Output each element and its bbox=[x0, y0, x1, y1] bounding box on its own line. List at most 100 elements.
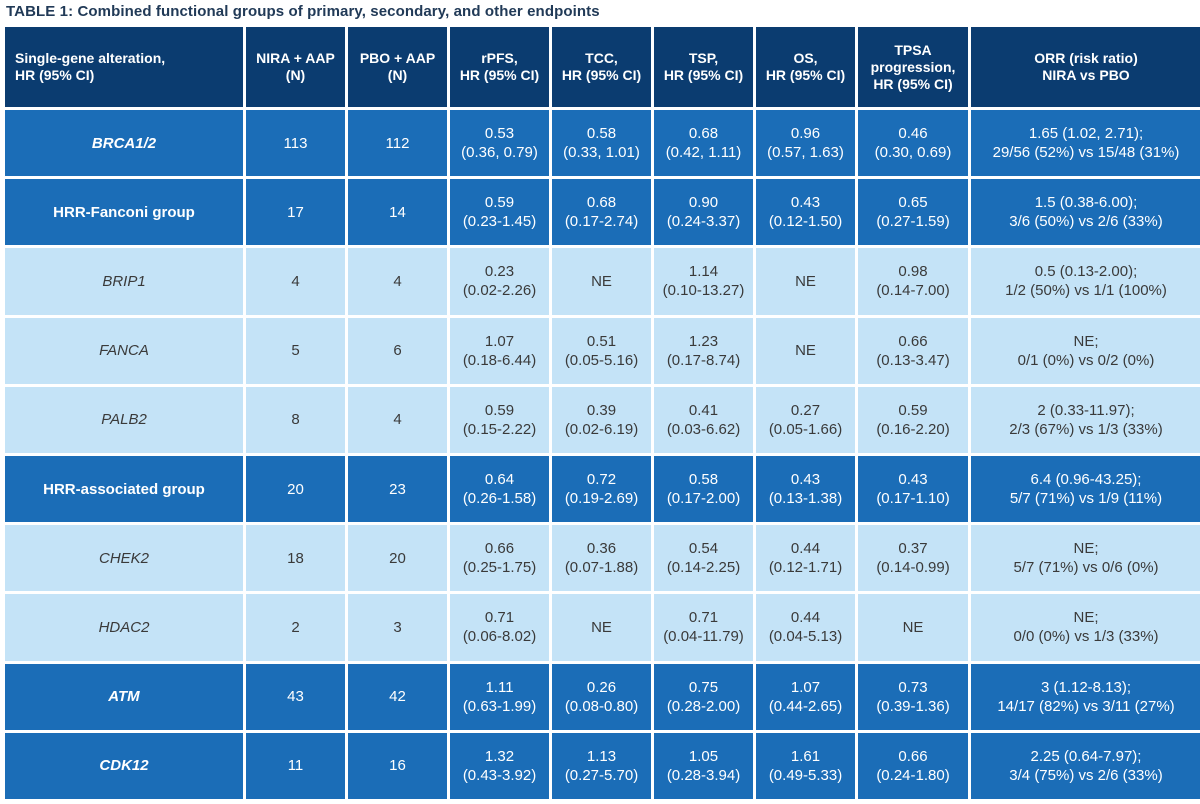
gene-row: BRIP1 4 4 0.23 (0.02-2.26) NE 1.14 (0.10-13.27)… bbox=[5, 248, 1200, 315]
row-label: HDAC2 bbox=[5, 594, 243, 661]
cell-line: (0.44-2.65) bbox=[768, 697, 843, 715]
header-cell: PBO + AAP (N) bbox=[348, 27, 447, 107]
cell-line: 3/6 (50%) vs 2/6 (33%) bbox=[1009, 213, 1163, 231]
cell-line: 0.27 bbox=[790, 401, 821, 419]
data-cell: 0.43 (0.12-1.50) bbox=[756, 179, 855, 246]
cell-line: NIRA + AAP bbox=[256, 50, 335, 66]
cell-line: 0.37 bbox=[898, 540, 928, 558]
cell-line: (0.05-5.16) bbox=[564, 351, 639, 369]
data-cell: 0.73 (0.39-1.36) bbox=[858, 663, 968, 730]
cell-line: 0.54 bbox=[688, 540, 719, 558]
data-cell: NE bbox=[552, 248, 651, 315]
cell-line: 0/0 (0%) vs 1/3 (33%) bbox=[1013, 628, 1159, 646]
data-cell: 0.46 (0.30, 0.69) bbox=[858, 110, 968, 177]
cell-line: (0.14-2.25) bbox=[666, 559, 741, 577]
cell-line: ATM bbox=[108, 688, 140, 706]
cell-line: NE bbox=[591, 618, 612, 636]
data-cell: 0.68 (0.17-2.74) bbox=[552, 179, 651, 246]
cell-line: (0.17-8.74) bbox=[666, 351, 741, 369]
data-cell: 1.07 (0.18-6.44) bbox=[450, 317, 549, 384]
data-cell: 0.71 (0.06-8.02) bbox=[450, 594, 549, 661]
data-cell: 0.23 (0.02-2.26) bbox=[450, 248, 549, 315]
data-cell: 0.75 (0.28-2.00) bbox=[654, 663, 753, 730]
header-cell: NIRA + AAP (N) bbox=[246, 27, 345, 107]
cell-line: (0.26-1.58) bbox=[462, 490, 537, 508]
cell-line: HR (95% CI) bbox=[561, 67, 642, 83]
data-cell: 1.13 (0.27-5.70) bbox=[552, 732, 651, 799]
data-cell: 0.90 (0.24-3.37) bbox=[654, 179, 753, 246]
row-label: BRIP1 bbox=[5, 248, 243, 315]
group-row: HRR-associated group 20 23 0.64 (0.26-1.58) 0… bbox=[5, 455, 1200, 523]
cell-line: 0.41 bbox=[688, 401, 719, 419]
cell-line: 1.13 bbox=[586, 747, 617, 765]
group-row: BRCA1/2 113 112 0.53 (0.36, 0.79) 0.58 (0.33, … bbox=[5, 110, 1200, 177]
header-cell: TPSA progression, HR (95% CI) bbox=[858, 27, 968, 107]
data-cell: 0.54 (0.14-2.25) bbox=[654, 525, 753, 592]
cell-line: 1.32 bbox=[484, 747, 515, 765]
data-cell: 0.68 (0.42, 1.11) bbox=[654, 110, 753, 177]
data-cell: 20 bbox=[246, 455, 345, 523]
cell-line: 0.59 bbox=[484, 194, 515, 212]
cell-line: 5 bbox=[291, 342, 300, 360]
cell-line: HRR-Fanconi group bbox=[53, 203, 195, 221]
cell-line: PBO + AAP bbox=[359, 50, 436, 66]
cell-line: (0.17-1.10) bbox=[876, 490, 950, 508]
row-label: CHEK2 bbox=[5, 525, 243, 592]
cell-line: NE; bbox=[1073, 332, 1099, 350]
data-cell: 0.66 (0.25-1.75) bbox=[450, 525, 549, 592]
cell-line: 1.05 bbox=[688, 747, 719, 765]
data-cell: 113 bbox=[246, 110, 345, 177]
cell-line: (0.28-2.00) bbox=[666, 697, 741, 715]
data-cell: 0.64 (0.26-1.58) bbox=[450, 455, 549, 523]
cell-line: 0.43 bbox=[898, 471, 928, 489]
data-cell: NE bbox=[756, 248, 855, 315]
cell-line: 1.23 bbox=[688, 332, 719, 350]
cell-line: (0.05-1.66) bbox=[768, 420, 843, 438]
data-cell: 8 bbox=[246, 386, 345, 453]
cell-line: 0.43 bbox=[790, 194, 821, 212]
header-cell: TCC, HR (95% CI) bbox=[552, 27, 651, 107]
cell-line: (0.19-2.69) bbox=[564, 490, 639, 508]
cell-line: 0.59 bbox=[898, 401, 928, 419]
group-row: ATM 43 42 1.11 (0.63-1.99) 0.26 (0.08-0.80) 0.7… bbox=[5, 663, 1200, 730]
row-label: PALB2 bbox=[5, 386, 243, 453]
cell-line: 6.4 (0.96-43.25); bbox=[1030, 471, 1142, 489]
cell-line: 0.66 bbox=[898, 332, 928, 350]
cell-line: 29/56 (52%) vs 15/48 (31%) bbox=[992, 144, 1180, 162]
data-cell: 6.4 (0.96-43.25); 5/7 (71%) vs 1/9 (11%) bbox=[971, 455, 1200, 523]
cell-line: 0/1 (0%) vs 0/2 (0%) bbox=[1017, 351, 1155, 369]
cell-line: (0.12-1.71) bbox=[768, 559, 843, 577]
cell-line: 0.59 bbox=[484, 401, 515, 419]
cell-line: (0.36, 0.79) bbox=[461, 144, 538, 162]
data-cell: 4 bbox=[348, 386, 447, 453]
table-header: Single-gene alteration, HR (95% CI) NIRA +… bbox=[5, 27, 1200, 107]
cell-line: 4 bbox=[393, 411, 402, 429]
cell-line: 14 bbox=[389, 203, 406, 221]
cell-line: 0.72 bbox=[586, 471, 617, 489]
cell-line: NIRA vs PBO bbox=[1042, 67, 1130, 83]
cell-line: (0.02-2.26) bbox=[462, 282, 537, 300]
cell-line: HR (95% CI) bbox=[765, 67, 846, 83]
data-cell: 4 bbox=[348, 248, 447, 315]
data-cell: 1.65 (1.02, 2.71); 29/56 (52%) vs 15/48 (… bbox=[971, 110, 1200, 177]
data-cell: 0.27 (0.05-1.66) bbox=[756, 386, 855, 453]
cell-line: (0.13-3.47) bbox=[876, 351, 950, 369]
cell-line: (0.17-2.74) bbox=[564, 213, 639, 231]
cell-line: CHEK2 bbox=[98, 549, 150, 567]
cell-line: 2.25 (0.64-7.97); bbox=[1030, 747, 1142, 765]
cell-line: 112 bbox=[385, 134, 410, 152]
cell-line: 0.75 bbox=[688, 678, 719, 696]
cell-line: (0.15-2.22) bbox=[462, 420, 537, 438]
cell-line: 0.73 bbox=[898, 678, 928, 696]
header-cell: TSP, HR (95% CI) bbox=[654, 27, 753, 107]
cell-line: 0.71 bbox=[688, 609, 719, 627]
cell-line: 0.5 (0.13-2.00); bbox=[1034, 263, 1138, 281]
cell-line: 1.61 bbox=[790, 747, 821, 765]
cell-line: 0.39 bbox=[586, 401, 617, 419]
cell-line: 1.14 bbox=[688, 263, 719, 281]
cell-line: 0.44 bbox=[790, 540, 821, 558]
cell-line: 1.65 (1.02, 2.71); bbox=[1028, 125, 1144, 143]
cell-line: (0.16-2.20) bbox=[876, 420, 950, 438]
cell-line: 0.65 bbox=[898, 194, 928, 212]
cell-line: HR (95% CI) bbox=[663, 67, 744, 83]
